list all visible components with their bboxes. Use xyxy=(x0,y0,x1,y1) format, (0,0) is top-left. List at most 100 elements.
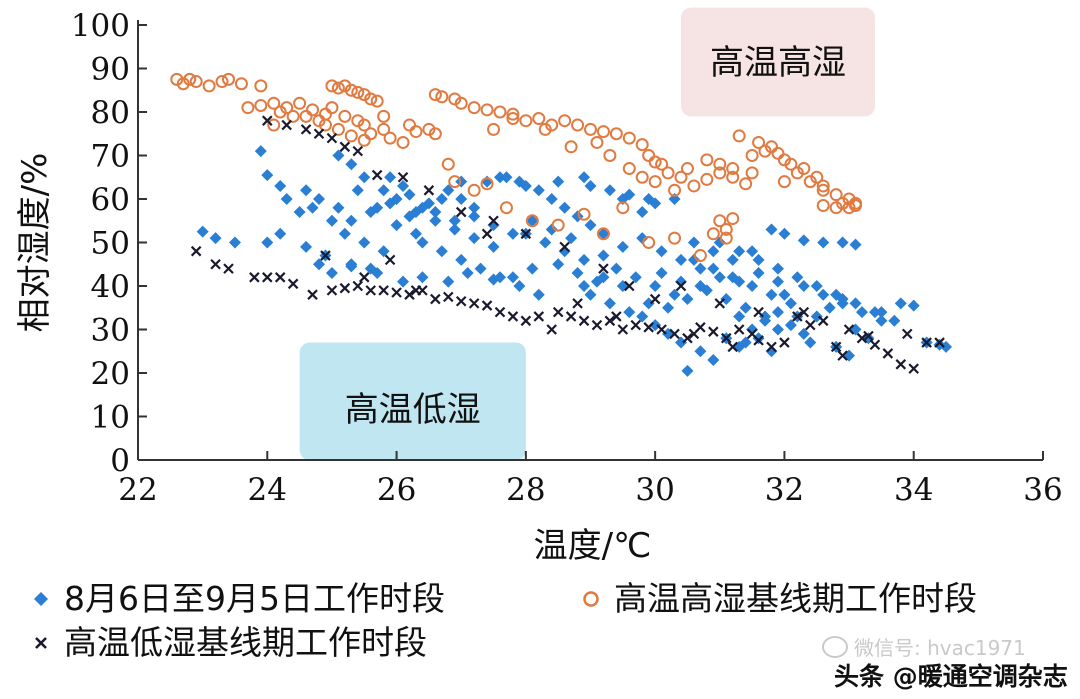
data-point-circle xyxy=(745,149,759,162)
data-point-diamond xyxy=(642,297,655,310)
data-point-diamond xyxy=(397,275,410,288)
data-point-circle xyxy=(545,118,559,132)
data-point-x xyxy=(863,330,874,342)
data-point-diamond xyxy=(810,310,823,323)
data-point-diamond xyxy=(720,293,733,306)
data-point-circle xyxy=(428,127,442,141)
data-point-diamond xyxy=(293,206,306,219)
data-point-circle xyxy=(603,149,617,162)
data-point-x xyxy=(313,128,325,140)
data-point-diamond xyxy=(261,169,274,182)
data-point-circle xyxy=(532,112,546,126)
data-point-diamond xyxy=(338,227,351,240)
data-point-circle xyxy=(234,77,248,91)
data-point-x xyxy=(488,215,499,227)
data-point-diamond xyxy=(416,236,429,249)
y-tick-label: 50 xyxy=(91,226,130,262)
data-point-diamond xyxy=(746,323,759,336)
data-point-circle xyxy=(487,122,501,136)
legend-item-high-temp-high-humidity: 高温高湿基线期工作时段 xyxy=(578,582,977,615)
data-point-x xyxy=(326,285,338,296)
region-label: 高温高湿 xyxy=(710,43,846,83)
data-point-circle xyxy=(331,122,345,136)
data-point-diamond xyxy=(261,236,274,249)
data-point-diamond xyxy=(345,214,358,227)
data-point-diamond xyxy=(565,232,578,245)
data-point-diamond xyxy=(313,258,325,271)
data-point-diamond xyxy=(558,245,571,258)
data-point-circle xyxy=(816,183,830,197)
data-point-diamond xyxy=(765,223,778,236)
data-point-x xyxy=(443,291,454,303)
data-point-diamond xyxy=(817,236,830,249)
data-point-x xyxy=(423,185,435,196)
data-point-diamond xyxy=(397,179,410,192)
data-point-circle xyxy=(525,214,539,228)
data-point-circle xyxy=(829,201,843,215)
data-point-diamond xyxy=(532,184,545,197)
data-point-circle xyxy=(693,249,707,263)
data-point-diamond xyxy=(752,332,765,345)
region-box xyxy=(681,7,875,117)
data-point-diamond xyxy=(610,262,623,275)
data-point-diamond xyxy=(649,319,662,332)
data-point-circle xyxy=(480,177,494,191)
data-point-x xyxy=(708,326,719,337)
data-point-x xyxy=(507,311,519,322)
data-point-circle xyxy=(467,183,481,197)
data-point-circle xyxy=(571,118,585,132)
data-point-circle xyxy=(732,129,746,143)
data-point-diamond xyxy=(435,193,448,205)
data-point-diamond xyxy=(687,236,700,249)
data-point-x xyxy=(869,339,881,351)
data-point-x xyxy=(856,332,868,344)
data-point-circle xyxy=(403,118,416,132)
data-point-circle xyxy=(622,162,636,176)
data-point-circle xyxy=(364,92,378,106)
data-point-circle xyxy=(267,96,281,110)
data-point-diamond xyxy=(733,310,746,323)
x-tick-label: 32 xyxy=(765,472,804,508)
data-point-x xyxy=(339,282,351,294)
data-point-diamond xyxy=(455,253,468,266)
data-point-circle xyxy=(273,105,287,119)
data-point-x xyxy=(223,263,234,274)
data-point-x xyxy=(908,363,919,374)
data-point-diamond xyxy=(345,260,358,273)
data-point-diamond xyxy=(810,280,823,292)
data-point-x xyxy=(921,337,932,348)
data-point-diamond xyxy=(468,201,481,214)
data-point-diamond xyxy=(907,299,920,312)
y-tick-label: 70 xyxy=(91,139,130,175)
data-point-x xyxy=(281,119,292,131)
data-point-circle xyxy=(409,125,423,139)
data-point-diamond xyxy=(513,280,526,292)
data-point-diamond xyxy=(571,266,584,279)
data-point-diamond xyxy=(940,340,953,353)
data-point-diamond xyxy=(274,227,287,240)
data-point-diamond xyxy=(455,193,468,205)
data-point-x xyxy=(533,311,545,322)
data-point-circle xyxy=(241,101,255,115)
data-point-diamond xyxy=(616,240,629,253)
data-point-diamond xyxy=(713,271,726,284)
data-point-diamond xyxy=(875,314,888,327)
data-point-x xyxy=(611,311,622,322)
data-point-x xyxy=(249,272,260,283)
watermark-wechat: 微信号: hvac1971 xyxy=(822,632,1026,661)
data-point-diamond xyxy=(752,266,765,279)
data-point-circle xyxy=(777,175,791,189)
data-point-circle xyxy=(506,107,520,121)
data-point-diamond xyxy=(384,197,397,210)
data-point-x xyxy=(210,258,221,270)
data-point-x xyxy=(190,245,202,257)
data-point-x xyxy=(779,337,790,348)
data-point-diamond xyxy=(384,171,397,184)
data-point-circle xyxy=(325,79,339,93)
data-point-circle xyxy=(222,72,235,86)
data-point-circle xyxy=(829,188,843,202)
data-point-x xyxy=(455,206,467,218)
y-tick-label: 10 xyxy=(91,400,130,436)
data-point-diamond xyxy=(765,345,778,358)
data-point-diamond xyxy=(868,306,881,319)
